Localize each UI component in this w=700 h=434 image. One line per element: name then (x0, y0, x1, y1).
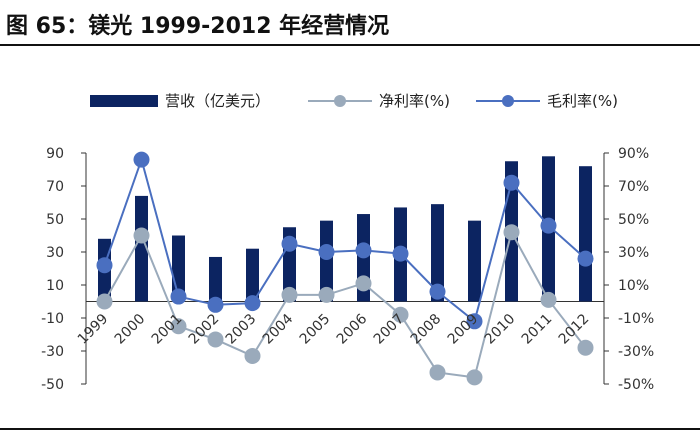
x-tick-label: 1999 (75, 311, 112, 348)
y-left-tick-label: 10 (46, 278, 64, 294)
figure-title: 图 65：镁光 1999-2012 年经营情况 (6, 14, 390, 39)
revenue-bar (135, 195, 148, 302)
y-left-tick-label: -10 (41, 311, 64, 327)
net-margin-point (133, 227, 150, 244)
gross-margin-point (392, 245, 409, 262)
net-margin-point (170, 318, 187, 335)
gross-margin-point (281, 235, 298, 252)
x-tick-label: 2006 (334, 311, 371, 348)
y-left-tick-label: -50 (41, 377, 64, 393)
legend-label-net-margin: 净利率(%) (379, 92, 450, 110)
gross-margin-point (577, 250, 594, 267)
x-tick-label: 2004 (260, 311, 297, 348)
y-right-tick-label: -50% (618, 377, 654, 393)
gross-margin-point (466, 313, 483, 330)
x-tick-label: 2000 (112, 311, 149, 348)
legend: 营收（亿美元） 净利率(%) 毛利率(%) (90, 92, 618, 110)
net-margin-point (540, 291, 557, 308)
gross-margin-point (133, 151, 150, 168)
legend-label-revenue: 营收（亿美元） (165, 92, 270, 110)
net-margin-point (429, 364, 446, 381)
axes: 90 90% 70 70% 50 50% 30 30% 10 10% -10 -10% -30 -30% -… (41, 146, 654, 393)
y-left-tick-label: 50 (46, 212, 64, 228)
legend-marker-net-margin (334, 95, 346, 107)
x-tick-label: 2005 (297, 311, 334, 348)
legend-label-gross-margin: 毛利率(%) (547, 92, 618, 110)
figure-header: 图 65：镁光 1999-2012 年经营情况 (0, 0, 700, 44)
net-margin-point (392, 306, 409, 323)
y-right-tick-label: 30% (618, 245, 649, 261)
x-tick-label: 2011 (519, 311, 556, 348)
gross-margin-point (170, 288, 187, 305)
gross-margin-point (244, 295, 261, 312)
legend-swatch-revenue (90, 95, 158, 107)
revenue-bar (431, 204, 444, 302)
gross-margin-point (96, 257, 113, 274)
revenue-bar (579, 166, 592, 302)
gross-margin-point (540, 217, 557, 234)
net-margin-point (355, 275, 372, 292)
net-margin-point (207, 331, 224, 348)
net-margin-point (577, 339, 594, 356)
net-margin-point (244, 347, 261, 364)
revenue-bar (246, 248, 259, 302)
gross-margin-point (318, 244, 335, 260)
y-left-tick-label: 90 (46, 146, 64, 162)
y-right-tick-label: 50% (618, 212, 649, 228)
gross-margin-point (355, 242, 372, 259)
gross-margin-point (503, 174, 520, 191)
revenue-bar (320, 220, 333, 302)
y-left-tick-label: -30 (41, 344, 64, 360)
y-right-tick-label: -30% (618, 344, 654, 360)
y-right-tick-label: 70% (618, 179, 649, 195)
revenue-bar (468, 220, 481, 302)
y-left-tick-label: 70 (46, 179, 64, 195)
y-left-tick-label: 30 (46, 245, 64, 261)
gross-margin-point (429, 283, 446, 300)
y-right-tick-label: -10% (618, 311, 654, 327)
net-margin-point (503, 224, 520, 241)
x-tick-label: 2003 (223, 311, 260, 348)
gross-margin-point (207, 296, 224, 313)
y-right-tick-label: 90% (618, 146, 649, 162)
net-margin-point (281, 286, 298, 303)
net-margin-point (466, 369, 483, 386)
net-margin-point (96, 293, 113, 310)
line-series (96, 151, 594, 386)
net-margin-point (318, 286, 335, 303)
y-right-tick-label: 10% (618, 278, 649, 294)
top-divider (0, 44, 700, 46)
x-tick-labels: 1999 2000 2001 2002 2003 2004 2005 2006 2007 2008… (75, 311, 593, 348)
bottom-divider (0, 428, 700, 430)
legend-marker-gross-margin (502, 95, 514, 107)
x-tick-label: 2008 (408, 311, 445, 348)
revenue-bar (209, 256, 222, 302)
